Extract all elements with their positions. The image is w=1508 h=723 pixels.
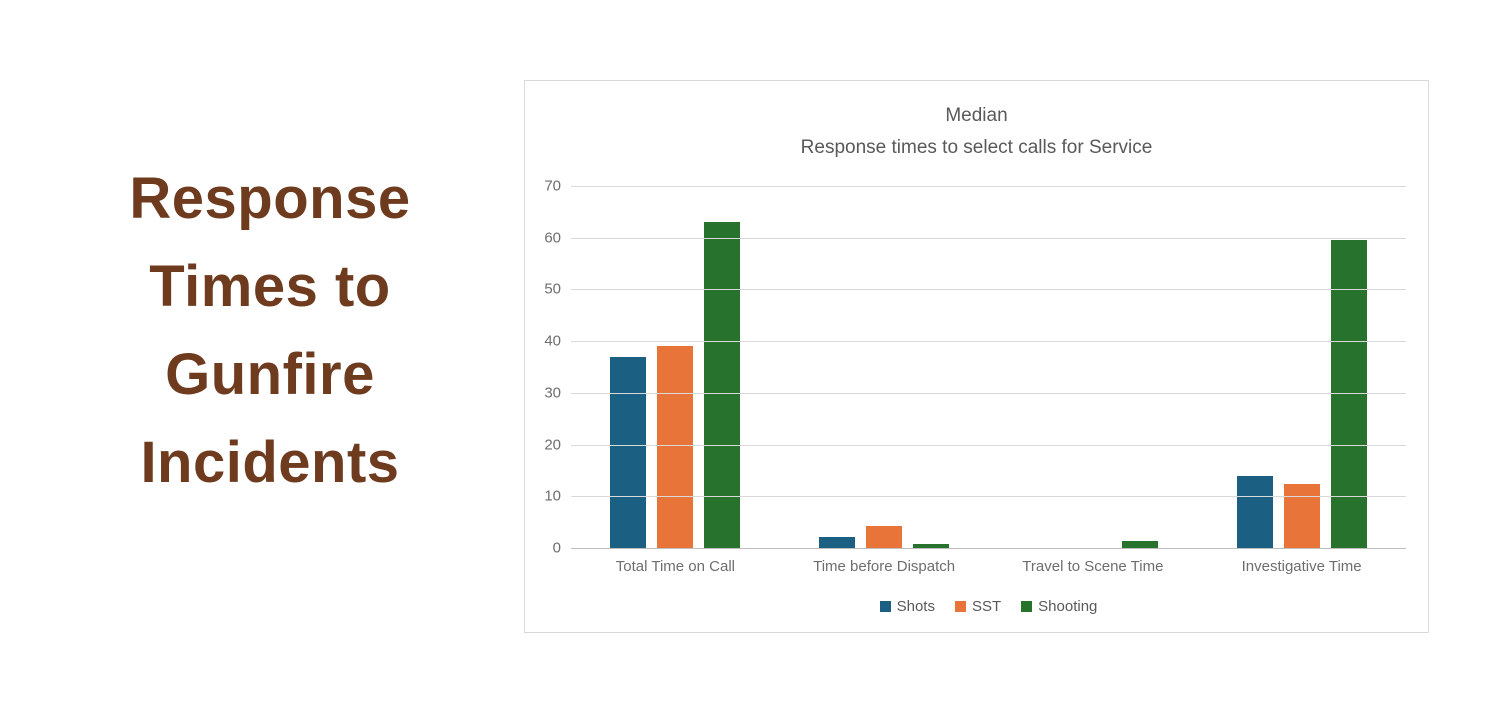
legend-label: SST [971, 598, 1002, 615]
y-axis-tick-label: 20 [544, 436, 561, 454]
legend: Shots SST Shooting [571, 598, 1406, 615]
page-title-line: Gunfire [165, 342, 375, 407]
bar-sst [866, 525, 903, 548]
bar-shots [1236, 475, 1273, 548]
bar-shooting [913, 543, 950, 548]
y-axis-tick-label: 10 [544, 487, 561, 505]
y-axis-tick-label: 30 [544, 384, 561, 402]
gridline [571, 237, 1406, 239]
chart-title-line-2: Response times to select calls for Servi… [800, 137, 1153, 158]
legend-swatch [879, 601, 891, 612]
bar-sst [657, 346, 694, 548]
bar-shots [819, 536, 856, 548]
y-axis-tick-label: 60 [544, 229, 561, 247]
bar-shooting [1330, 240, 1367, 548]
legend-swatch [1021, 601, 1033, 612]
legend-item-shooting: Shooting [1021, 598, 1097, 615]
gridline [571, 392, 1406, 394]
page-title: Response Times to Gunfire Incidents [35, 155, 505, 507]
legend-label: Shooting [1038, 598, 1098, 615]
bar-shooting [704, 222, 741, 548]
gridline [571, 186, 1406, 187]
bar-shots [610, 356, 647, 548]
y-axis-tick-label: 50 [544, 280, 561, 298]
bar-sst [1283, 484, 1320, 548]
bar-groups [571, 186, 1406, 548]
bar-group [571, 186, 780, 548]
x-axis-line [571, 548, 1406, 549]
chart-title-line-1: Median [945, 105, 1008, 126]
chart-card: Median Response times to select calls fo… [524, 80, 1429, 633]
gridline [571, 444, 1406, 446]
bar-group [780, 186, 989, 548]
page-title-line: Incidents [140, 430, 400, 495]
gridline [571, 289, 1406, 291]
bar-shooting [1121, 540, 1158, 548]
legend-swatch [954, 601, 966, 612]
gridline [571, 496, 1406, 498]
gridline [571, 341, 1406, 343]
chart-title: Median Response times to select calls fo… [525, 100, 1428, 164]
page-title-line: Times to [149, 254, 391, 319]
y-axis-tick-label: 0 [552, 539, 561, 557]
x-axis-category-label: Total Time on Call [615, 558, 735, 575]
legend-label: Shots [896, 598, 935, 615]
x-axis-category-label: Travel to Scene Time [1022, 558, 1164, 575]
plot-area: Total Time on Call Time before Dispatch Tr… [544, 178, 1406, 615]
bar-group [1197, 186, 1406, 548]
category-labels: Total Time on Call Time before Dispatch Tr… [571, 558, 1406, 575]
legend-item-sst: SST [954, 598, 1002, 615]
y-axis-tick-label: 70 [544, 177, 561, 195]
legend-item-shots: Shots [879, 598, 935, 615]
x-axis-category-label: Investigative Time [1241, 558, 1362, 575]
y-axis-tick-label: 40 [544, 332, 561, 350]
page-title-line: Response [129, 166, 411, 231]
bar-group [989, 186, 1198, 548]
x-axis-category-label: Time before Dispatch [813, 558, 956, 575]
